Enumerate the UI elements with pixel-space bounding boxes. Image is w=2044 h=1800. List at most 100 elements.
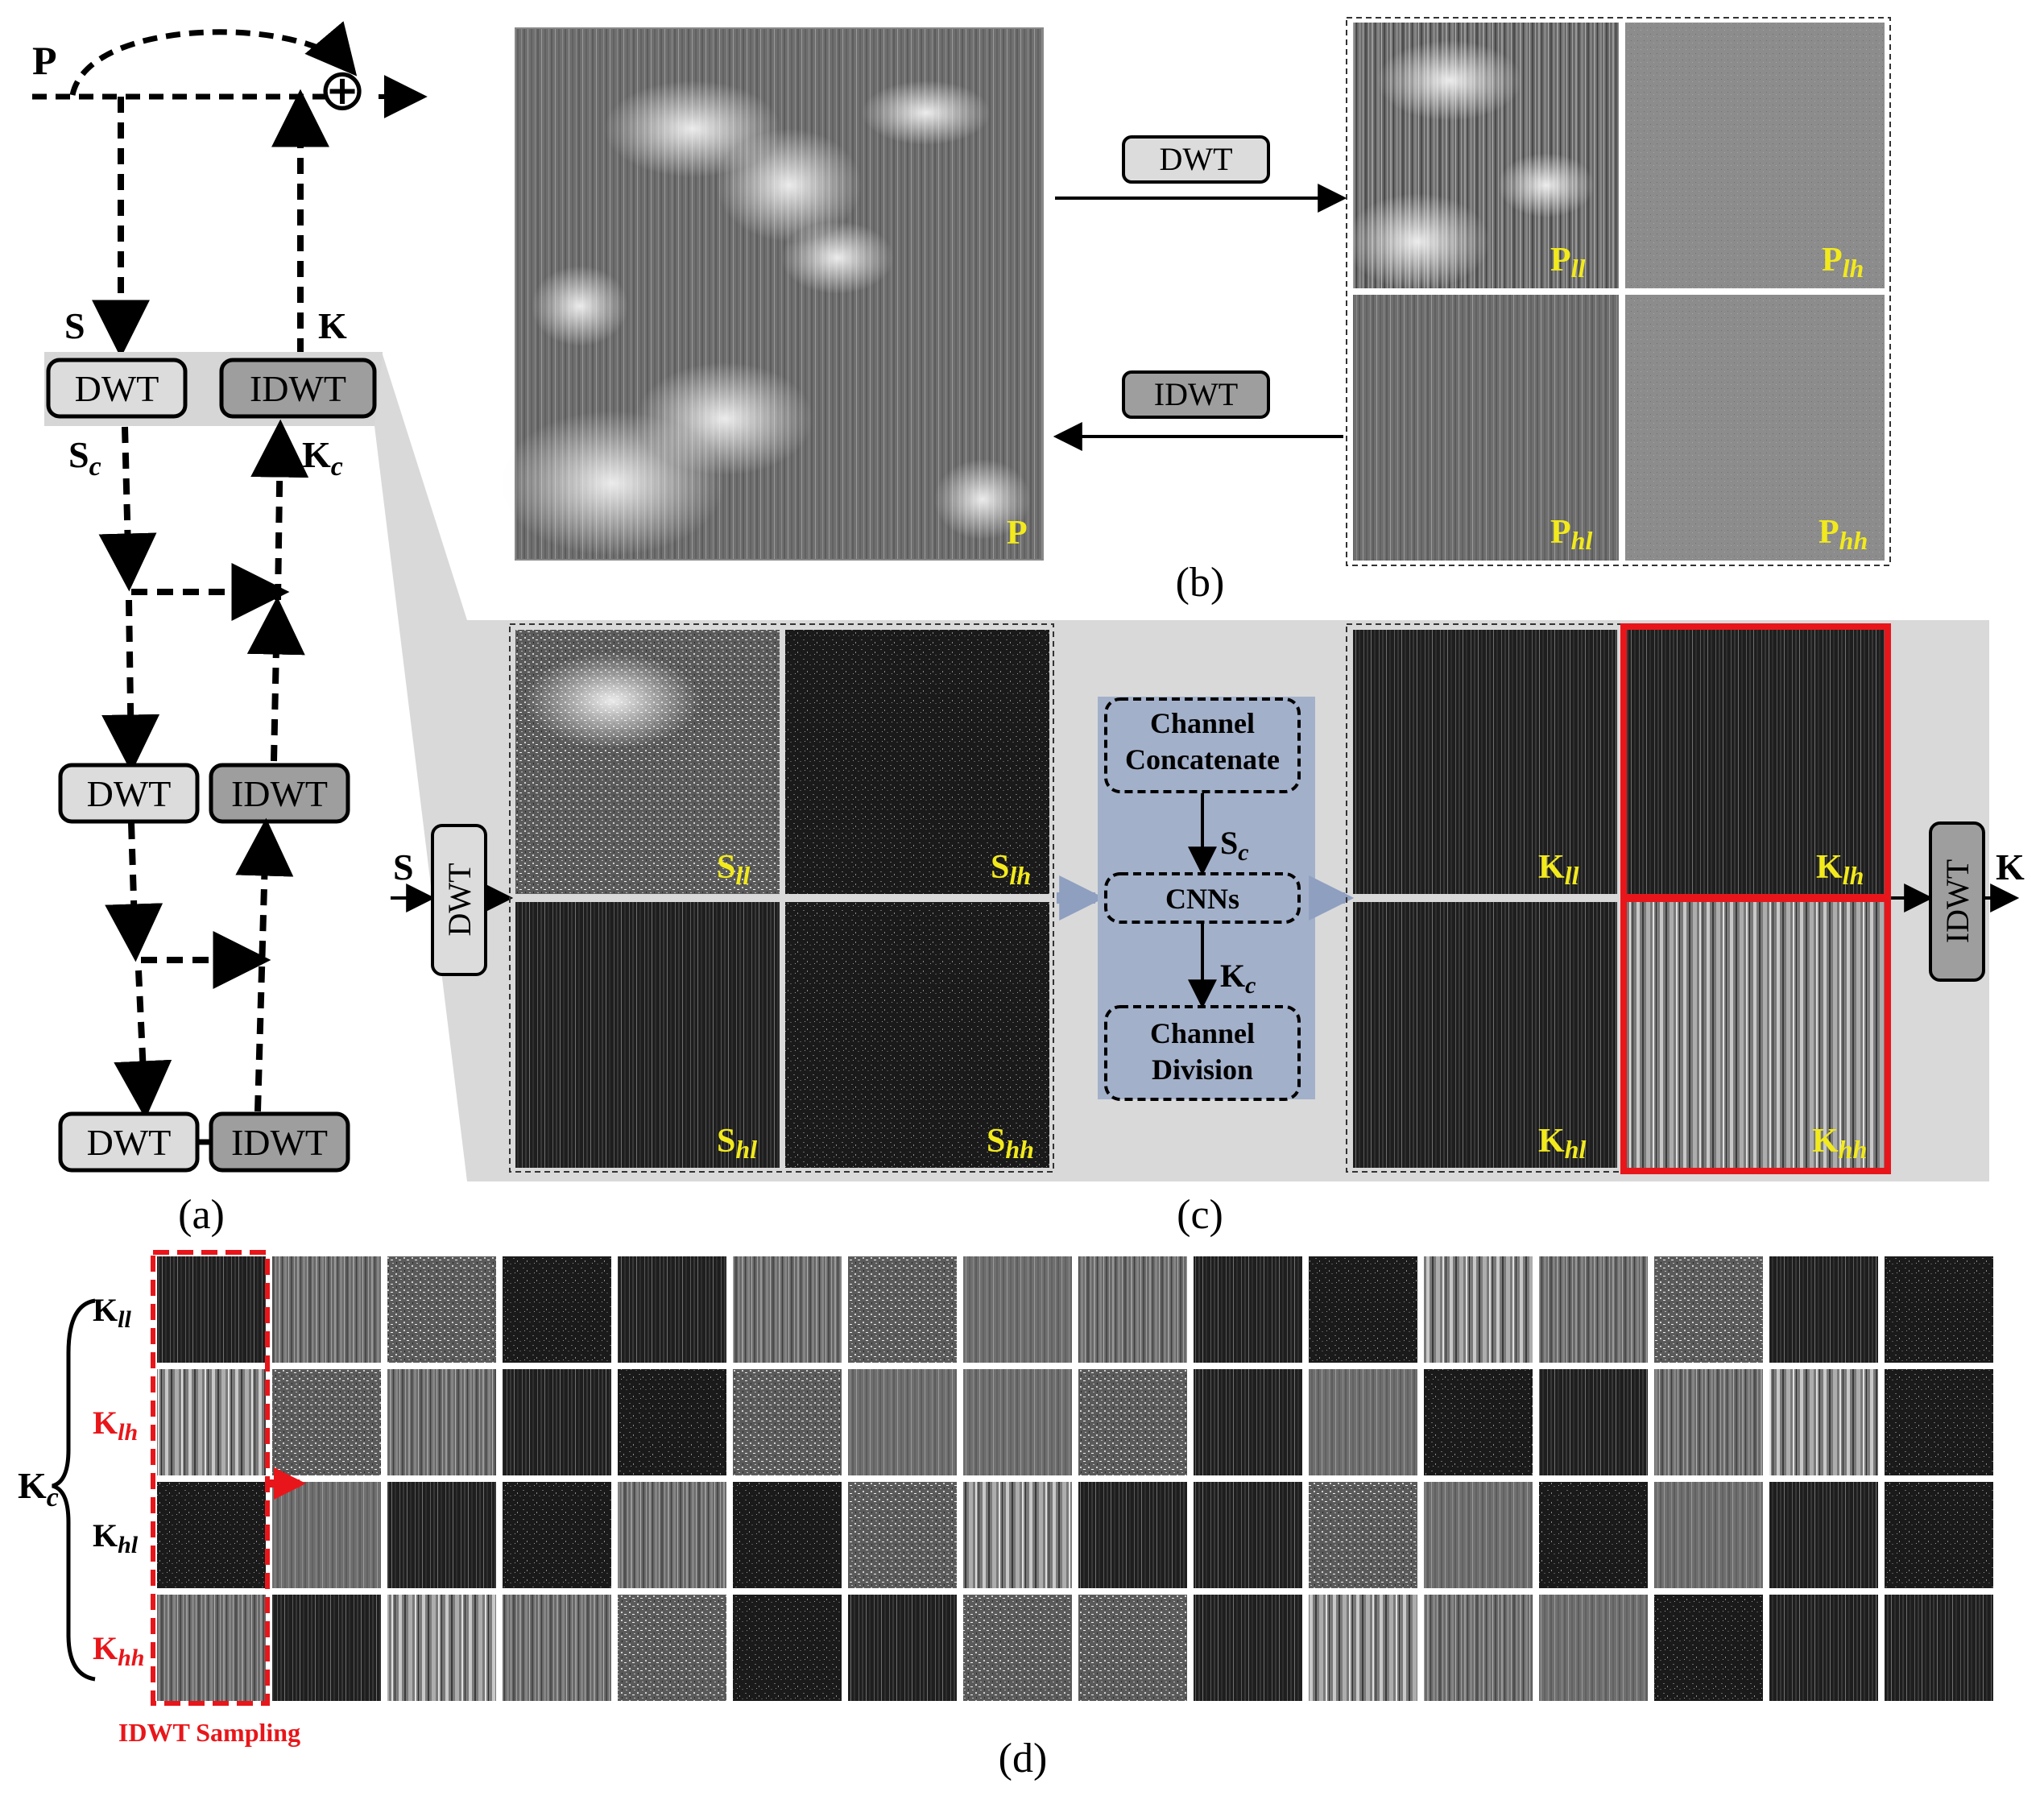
feature-map-tile xyxy=(1309,1595,1417,1701)
kc-label: Kc xyxy=(302,434,343,482)
input-p-label: P xyxy=(32,38,57,83)
feature-map-tile xyxy=(1885,1482,1993,1588)
feature-map-tile xyxy=(1654,1482,1763,1588)
feature-map-tile xyxy=(157,1482,266,1588)
feature-map-tile xyxy=(1539,1256,1648,1363)
row-label-kll: Kll xyxy=(93,1292,131,1333)
feature-map-tile xyxy=(1309,1482,1417,1588)
dwt-box-1-label: DWT xyxy=(75,368,159,409)
subband-slh xyxy=(785,630,1049,894)
concat-line1: Channel xyxy=(1150,707,1255,739)
phh-label: Phh xyxy=(1818,514,1868,555)
cnns-label: CNNs xyxy=(1165,883,1239,915)
feature-map-tile xyxy=(1769,1595,1878,1701)
feature-map-tile xyxy=(1424,1482,1533,1588)
cnns-box xyxy=(1104,872,1301,924)
feature-map-tile xyxy=(272,1595,381,1701)
feature-map-tile xyxy=(848,1482,957,1588)
sll-cloud xyxy=(523,652,701,749)
feature-map-tile xyxy=(1885,1595,1993,1701)
image-p-label: P xyxy=(1007,515,1028,552)
feature-map-tile xyxy=(387,1369,496,1475)
feature-map-tile xyxy=(1194,1256,1302,1363)
feature-map-tile xyxy=(387,1256,496,1363)
input-s-label: S xyxy=(393,846,414,888)
panel-a: P ⊕ S K DWT IDWT Sc Kc DWT IDWT DWT ID xyxy=(32,21,428,1238)
feature-map-tile xyxy=(733,1482,842,1588)
feature-map-tile xyxy=(1885,1369,1993,1475)
dwt-box-3-label: DWT xyxy=(87,1122,172,1163)
channel-division-box xyxy=(1104,1005,1301,1101)
idwt-sampling-label: IDWT Sampling xyxy=(118,1718,300,1747)
feature-map-tile xyxy=(618,1482,726,1588)
feature-map-tile xyxy=(1194,1595,1302,1701)
idwt-box-3-label: IDWT xyxy=(231,1122,328,1163)
kc-up-arrow xyxy=(250,419,309,601)
subband-kll xyxy=(1353,630,1617,894)
caption-d: (d) xyxy=(999,1736,1048,1781)
phl-label: Phl xyxy=(1550,514,1592,555)
feature-map-tile xyxy=(1885,1256,1993,1363)
slh-label: Slh xyxy=(991,849,1031,890)
dwt-tag-b xyxy=(1122,135,1270,184)
k-label: K xyxy=(318,305,347,346)
subband-klh xyxy=(1627,630,1885,894)
feature-map-tile xyxy=(963,1482,1072,1588)
feature-map-tile xyxy=(1309,1369,1417,1475)
dwt-tag-b-label: DWT xyxy=(1159,141,1232,177)
level2-up-arrow xyxy=(246,596,305,762)
feature-map-tile xyxy=(1194,1369,1302,1475)
dwt-vertical-label: DWT xyxy=(441,863,478,936)
feature-map-tile xyxy=(1654,1595,1763,1701)
subband-khl xyxy=(1353,902,1617,1168)
sc-down-arrow xyxy=(98,426,157,592)
feature-map-tile xyxy=(1078,1369,1187,1475)
subband-plh xyxy=(1625,23,1885,288)
feature-map-tile xyxy=(618,1256,726,1363)
feature-map-tile xyxy=(733,1369,842,1475)
feature-map-tile xyxy=(157,1256,266,1363)
sc-label: Sc xyxy=(68,434,101,482)
feature-map-tile xyxy=(733,1595,842,1701)
klh-label: Klh xyxy=(1816,849,1864,890)
subband-frame-b xyxy=(1346,17,1891,566)
idwt-vertical-label: IDWT xyxy=(1939,859,1976,943)
khl-label: Khl xyxy=(1538,1123,1586,1164)
subband-shh xyxy=(785,902,1049,1168)
feature-map-tile xyxy=(157,1595,266,1701)
division-line1: Channel xyxy=(1150,1017,1255,1049)
feature-map-tile xyxy=(503,1369,611,1475)
idwt-sampling-box xyxy=(151,1250,270,1706)
dwt-box-2 xyxy=(58,763,200,824)
original-image-p xyxy=(499,27,1044,561)
idwt-box-2-label: IDWT xyxy=(231,773,328,814)
zoom-connector xyxy=(374,354,467,1181)
sll-label: Sll xyxy=(717,849,750,890)
subband-phl xyxy=(1353,295,1619,561)
feature-map-tile xyxy=(733,1256,842,1363)
feature-map-tile xyxy=(272,1482,381,1588)
caption-b: (b) xyxy=(1176,560,1225,606)
feature-map-tile xyxy=(963,1369,1072,1475)
subband-shl xyxy=(515,902,780,1168)
pll-label: Pll xyxy=(1550,242,1586,283)
s-frame xyxy=(509,623,1054,1173)
feature-map-tile xyxy=(1654,1256,1763,1363)
output-k-label: K xyxy=(1996,846,2025,888)
caption-c: (c) xyxy=(1177,1192,1223,1238)
feature-map-tile xyxy=(1539,1482,1648,1588)
feature-map-grid xyxy=(157,1256,1993,1701)
shl-label: Shl xyxy=(717,1123,757,1164)
feature-map-tile xyxy=(1194,1482,1302,1588)
feature-map-tile xyxy=(1078,1482,1187,1588)
feature-map-tile xyxy=(848,1369,957,1475)
channel-concatenate-box xyxy=(1104,697,1301,793)
s-label: S xyxy=(64,305,85,346)
panel-d: IDWT Sampling Kc Kll Klh Khl Khh (d) xyxy=(18,1250,1993,1781)
row-label-khh: Khh xyxy=(93,1630,145,1671)
feature-map-tile xyxy=(848,1256,957,1363)
feature-map-tile xyxy=(1424,1369,1533,1475)
feature-map-tile xyxy=(1769,1256,1878,1363)
row-label-khl: Khl xyxy=(93,1517,139,1558)
